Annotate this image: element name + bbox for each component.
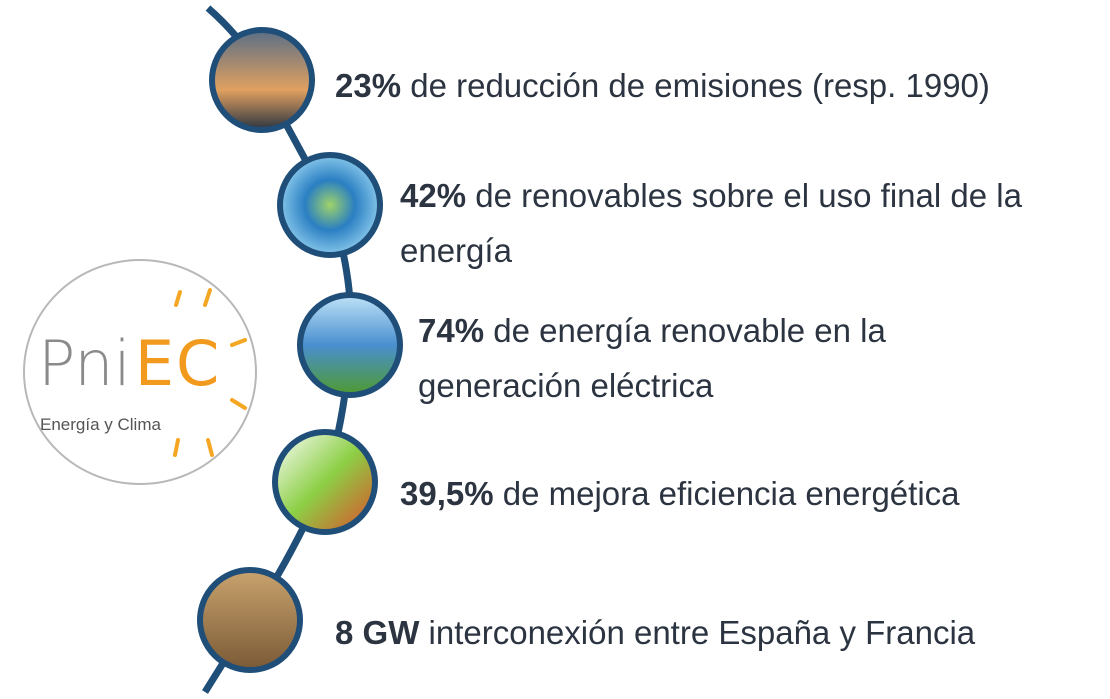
item-highlight: 39,5% — [400, 475, 494, 512]
item-highlight: 74% — [418, 312, 485, 349]
logo-badge — [23, 259, 257, 485]
item-highlight: 23% — [335, 67, 402, 104]
item: 39,5% de mejora eficiencia energética — [400, 466, 1100, 521]
item: 23% de reducción de emisiones (resp. 199… — [335, 58, 1105, 113]
icon-globe — [277, 152, 383, 258]
logo-sun-rays — [173, 288, 247, 457]
logo-accent: EC — [135, 327, 221, 400]
logo-letters: Pni — [38, 327, 131, 400]
item: 8 GW interconexión entre España y Franci… — [335, 605, 1105, 660]
icon-emissions — [209, 27, 315, 133]
item-text: interconexión entre España y Francia — [428, 614, 976, 651]
icon-renewables — [297, 292, 403, 398]
item-text: de renovables sobre el uso final de la e… — [400, 177, 1022, 269]
logo-tagline: Energía y Clima — [40, 415, 161, 434]
item-text: de energía renovable en la generación el… — [418, 312, 886, 404]
item-text: de mejora eficiencia energética — [502, 475, 960, 512]
item: 74% de energía renovable en la generació… — [418, 303, 958, 413]
item-highlight: 8 GW — [335, 614, 420, 651]
item: 42% de renovables sobre el uso final de … — [400, 168, 1105, 278]
item-highlight: 42% — [400, 177, 467, 214]
icon-grid — [197, 567, 303, 673]
icon-efficiency — [272, 429, 378, 535]
item-text: de reducción de emisiones (resp. 1990) — [410, 67, 990, 104]
